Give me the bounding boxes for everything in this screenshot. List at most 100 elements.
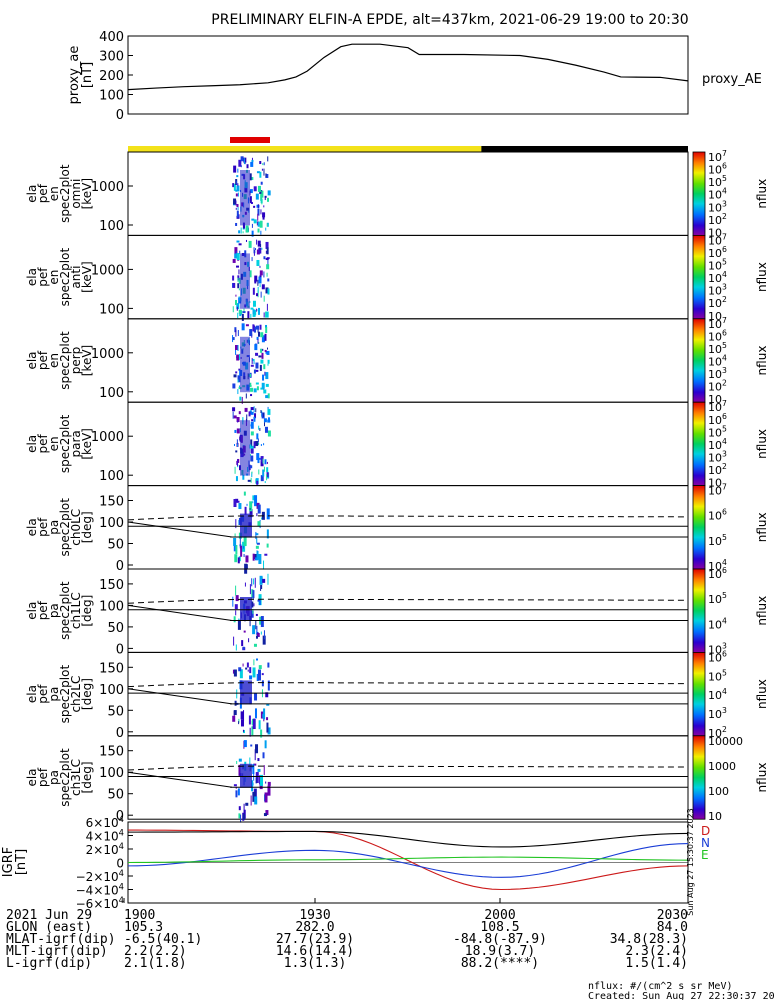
heat-cell [267,278,269,281]
heat-cell [258,222,260,227]
heat-cell [267,462,268,464]
heat-cell [262,169,263,171]
heat-cell [234,444,235,446]
heat-cell [266,717,268,720]
heat-cell [250,584,251,594]
heat-cell [246,240,247,242]
heat-cell [265,327,267,333]
heat-cell [264,312,265,317]
heat-cell [236,355,239,361]
heat-cell [265,395,268,398]
heat-cell [239,251,240,254]
heat-cell [239,397,241,401]
heat-cell [265,427,268,433]
heat-cell [242,314,244,321]
heat-cell [254,369,256,373]
heat-cell [232,597,233,607]
heat-cell [256,538,257,544]
panel-ylabel: elapefpaspec2plotch1LC[deg] [25,581,94,640]
heat-cell [265,372,268,379]
heat-cell [237,307,238,311]
heat-cell [239,310,242,314]
heat-cell [235,533,236,536]
heat-cell [236,193,238,196]
heat-cell [237,313,238,319]
heat-cell [233,306,234,312]
heat-cell [263,413,264,417]
heat-cell [234,374,237,377]
heat-cell [255,363,258,369]
ytick-label: 150 [99,745,124,760]
colorbar-tick-label: 106 [708,649,727,664]
heat-cell [257,386,259,390]
heat-cell [235,295,236,297]
heat-cell [250,508,251,510]
heat-cell [235,450,237,452]
heat-cell [257,521,260,526]
heat-cell [245,668,247,670]
heat-cell [252,257,253,261]
heat-core [240,764,252,788]
heat-cell [250,424,251,426]
heat-cell [244,631,246,633]
heat-cell [267,289,269,295]
heat-cell [255,408,256,412]
heat-cell [232,283,233,287]
heat-cell [256,293,258,296]
heat-cell [234,616,236,622]
heat-cell [256,260,259,266]
heat-cell [253,719,255,729]
colorbar [693,569,705,652]
heat-cell [252,625,255,634]
heat-cell [247,504,248,506]
heat-cell [238,330,239,336]
colorbar [693,402,705,485]
proxy-ylabel: proxy_ae[nT] [67,46,95,105]
ytick-label: 150 [99,495,124,510]
heat-cell [253,309,255,314]
heat-cell [250,745,252,747]
heat-cell [266,467,268,472]
heat-cell [249,667,251,673]
heat-cell [239,759,242,762]
heat-cell [256,636,258,639]
igrf-ylabel: IGRF[nT] [1,847,29,877]
heat-cell [250,388,253,392]
heat-cell [235,190,237,192]
heat-cell [268,360,270,364]
heat-cell [253,301,256,307]
heat-cell [266,258,269,260]
heat-cell [233,259,236,263]
heat-cell [255,578,256,588]
heat-cell [254,344,257,350]
ytick-label: 1000 [91,263,124,278]
heat-cell [237,253,240,260]
heat-cell [234,253,237,258]
heat-cell [262,375,264,381]
ytick-label: 100 [99,683,124,698]
heat-cell [238,557,240,563]
heat-cell [260,360,263,364]
heat-cell [256,614,258,616]
heat-cell [263,205,264,207]
panel-spec_para: 1000100elapefenspec2plotpara[keV]1071061… [25,399,769,489]
panel-ylabel: elapefenspec2plotpara[keV] [25,414,94,473]
heat-cell [268,431,271,437]
heat-cell [259,601,261,605]
heat-cell [260,284,261,287]
heat-cell [243,647,245,650]
heat-cell [237,459,238,466]
heat-cell [257,769,260,772]
heat-core [240,597,252,621]
heat-cell [262,163,263,165]
panel-ylabel: elapefpaspec2plotch2LC[deg] [25,665,94,724]
heat-cell [243,664,244,667]
heat-cell [235,330,236,337]
heat-cell [261,198,262,204]
heat-cell [237,183,238,186]
heat-cell [264,630,265,639]
heat-cell [259,720,261,729]
heat-cell [238,230,240,233]
heat-cell [265,740,267,748]
panel-frame [128,235,688,318]
